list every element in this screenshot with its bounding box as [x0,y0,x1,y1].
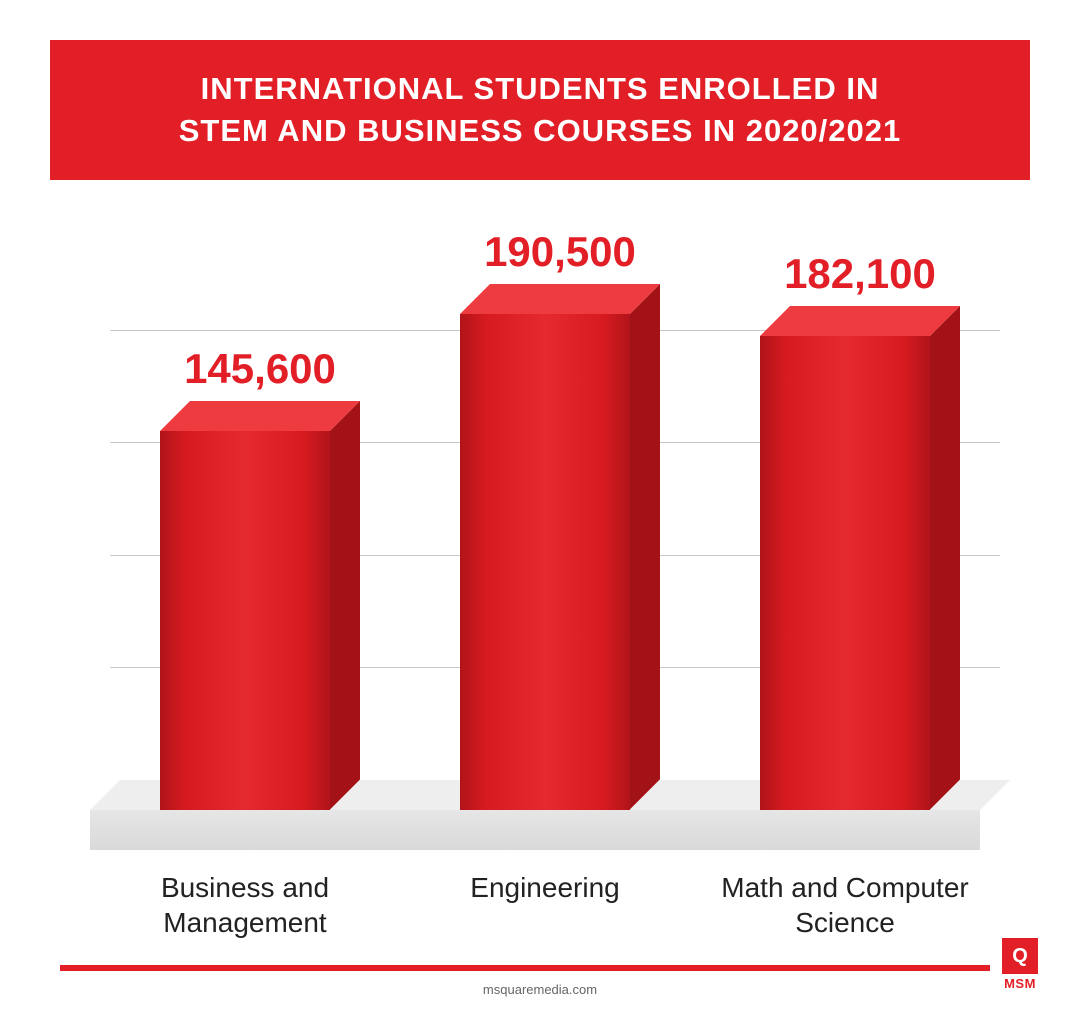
category-label: Math and Computer Science [705,870,985,940]
bar-front-face [760,336,930,809]
bar-front-face [160,431,330,810]
logo-icon: Q [1002,938,1038,974]
bar-chart: 145,600 190,500 182,100Business and Mana… [60,210,1020,850]
category-label: Business and Management [105,870,385,940]
bar-value-label: 190,500 [430,228,690,276]
title-banner: INTERNATIONAL STUDENTS ENROLLED IN STEM … [50,40,1030,180]
bar [760,306,960,809]
title-line-1: INTERNATIONAL STUDENTS ENROLLED IN [90,68,990,110]
infographic-container: INTERNATIONAL STUDENTS ENROLLED IN STEM … [0,0,1080,1031]
bar-side-face [330,401,360,810]
bar-side-face [930,306,960,809]
bar-value-label: 182,100 [730,250,990,298]
category-label: Engineering [405,870,685,905]
bar-front-face [460,314,630,809]
bar-side-face [630,284,660,809]
bar-value-label: 145,600 [130,345,390,393]
title-line-2: STEM AND BUSINESS COURSES IN 2020/2021 [90,110,990,152]
brand-logo: Q MSM [1002,938,1038,991]
footer-rule [60,965,990,971]
logo-text: MSM [1002,976,1038,991]
bar [160,401,360,810]
footer-text: msquaremedia.com [0,982,1080,997]
chart-floor-front [90,810,980,850]
bar [460,284,660,809]
